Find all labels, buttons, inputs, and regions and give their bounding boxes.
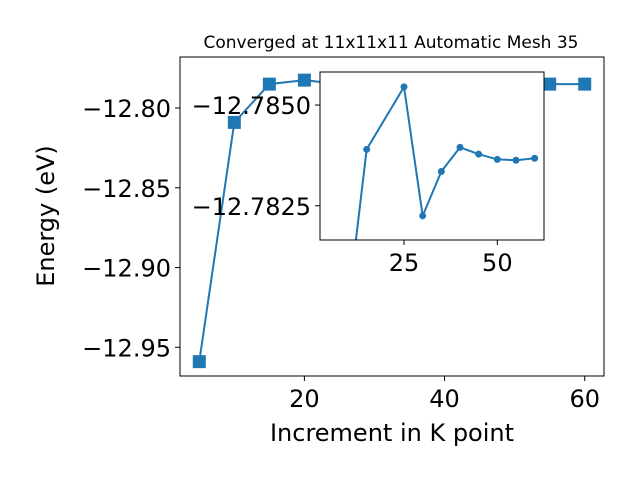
inset-plot-background [320,72,544,240]
main-data-point [192,355,206,369]
inset-x-tick-label: 25 [389,249,420,277]
main-y-axis-ticks: −12.95 −12.90 −12.85 −12.80 [82,95,180,362]
inset-data-point [363,145,371,153]
inset-y-tick-label: −12.7825 [192,193,311,221]
inset-series [354,83,539,240]
inset-data-point [419,212,427,220]
main-data-point [578,77,592,91]
main-data-point [297,73,311,87]
main-x-tick-label: 20 [289,385,320,413]
main-y-tick-label: −12.85 [82,175,171,203]
inset-x-axis-ticks: 25 50 [389,240,513,277]
inset-data-point [437,168,445,176]
main-data-point [227,115,241,129]
inset-data-point [493,155,501,163]
main-x-tick-label: 40 [429,385,460,413]
inset-y-axis-ticks: −12.7850 −12.7825 [192,92,320,221]
inset-y-tick-label: −12.7850 [192,92,311,120]
main-data-point [262,77,276,91]
chart-title: Converged at 11x11x11 Automatic Mesh 35 [204,33,579,53]
inset-data-point [531,154,539,162]
inset-x-tick-label: 50 [482,249,513,277]
inset-plot-frame [319,71,545,241]
inset-plot: 25 50 −12.7850 −12.7825 [192,71,545,277]
y-axis-label: Energy (eV) [32,145,60,287]
main-data-point [543,77,557,91]
inset-data-point [475,150,483,158]
main-plot-frame [179,56,605,377]
main-y-tick-label: −12.90 [82,255,171,283]
main-y-tick-label: −12.95 [82,334,171,362]
x-axis-label: Increment in K point [270,419,514,447]
main-x-axis-ticks: 20 40 60 [289,376,600,413]
inset-data-point [400,83,408,91]
main-y-tick-label: −12.80 [82,95,171,123]
main-plot: 20 40 60 −12.95 −12.90 −12.85 −12.80 Incremen… [32,56,605,447]
inset-data-point [512,156,520,164]
inset-series-line [354,83,535,240]
inset-data-point [456,143,464,151]
main-x-tick-label: 60 [569,385,600,413]
